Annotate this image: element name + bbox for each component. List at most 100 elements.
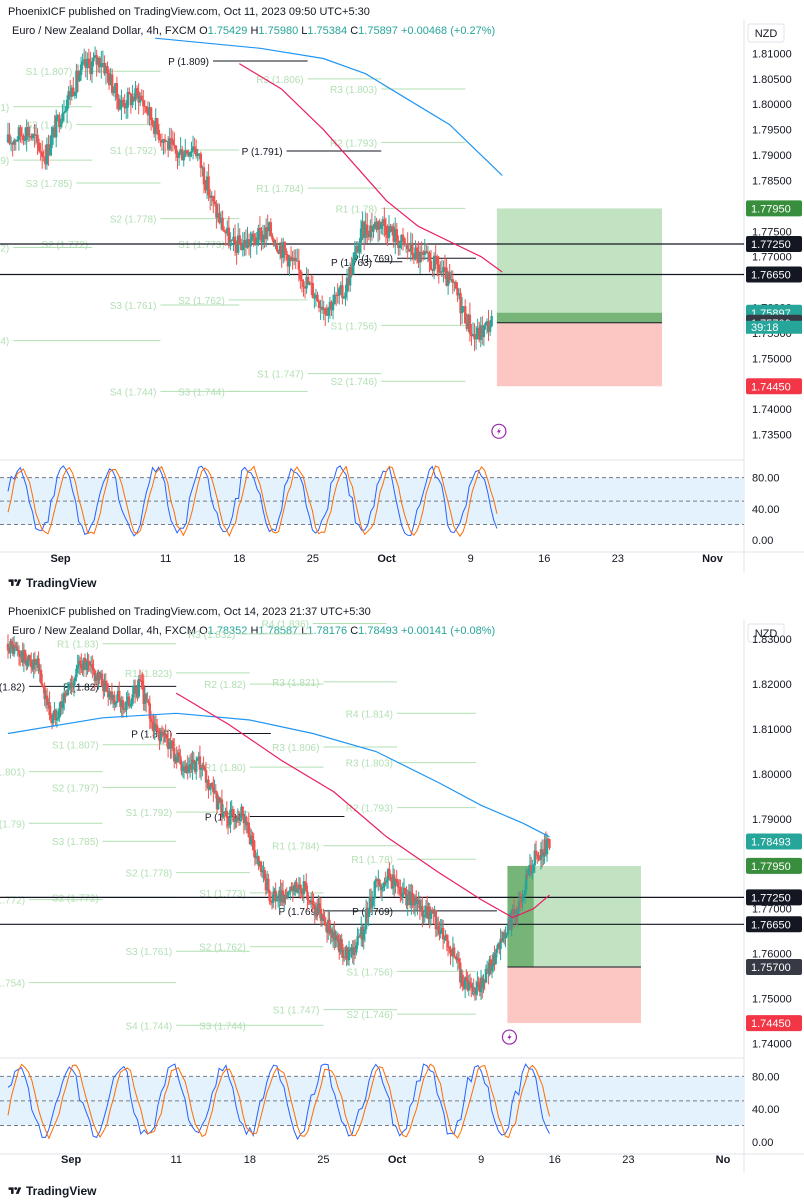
candle-body [401,234,405,239]
candle-body [411,242,414,256]
candle-body [240,244,243,251]
candle-body [361,926,364,940]
candle-body [249,240,252,247]
candle-body [146,112,150,116]
price-tick-label: 1.80000 [752,769,792,781]
price-label-box [746,833,802,850]
candle-body [140,680,143,682]
candle-body [409,242,412,252]
candle-body [156,117,159,130]
candle-body [285,250,288,255]
candle-body [518,901,522,903]
candle-body [490,316,493,327]
candle-body [490,966,494,972]
pivot-label: R2 (1.793) [346,804,393,815]
candle-body [496,943,500,949]
candle-body [413,896,417,906]
candle-body [292,885,296,892]
candle-body [82,658,85,671]
candle-body [289,886,292,892]
candle-body [111,695,115,701]
pivot-label: R2 (1.793) [330,138,377,149]
candle-body [187,153,190,157]
candle-body [56,717,60,720]
candle-body [48,148,52,156]
candle-body [398,242,402,248]
candle-body [404,243,408,245]
time-tick-label: 9 [478,1154,484,1166]
candle-body [429,911,433,919]
candle-body [505,933,508,936]
candle-body [382,887,385,889]
candle-body [135,88,139,92]
candle-body [50,718,54,724]
candle-body [520,901,523,903]
price-chart-2[interactable]: Euro / New Zealand Dollar, 4h, FXCM O1.7… [0,620,804,1200]
price-label-box [746,378,802,395]
candle-body [134,88,137,101]
candle-body [464,306,467,324]
candle-body [462,306,465,308]
candle-body [31,134,35,139]
pivot-label: R3 (1.806) [272,743,319,754]
time-tick-label: No [716,1154,731,1166]
candle-body [33,659,37,665]
price-label-box [746,266,802,283]
candle-body [240,806,243,817]
price-chart-1[interactable]: Euro / New Zealand Dollar, 4h, FXCM O1.7… [0,20,804,600]
candle-body [474,338,478,340]
candle-body [204,184,207,191]
candle-body [397,240,400,248]
candle-body [305,276,308,289]
candle-body [263,234,266,240]
candle-body [137,678,140,697]
candle-body [89,63,92,75]
candle-body [155,725,159,731]
candle-body [175,757,178,763]
candle-body [492,954,495,967]
candle-body [327,919,330,933]
candle-body [197,756,200,758]
pivot-label: R1 (1.83) [57,640,99,651]
candle-body [118,107,122,110]
candle-body [280,890,283,902]
brand-footer[interactable]: TradingView [8,576,96,590]
time-tick-label: 18 [244,1154,256,1166]
candle-body [45,695,49,705]
candle-body [146,701,149,703]
candle-body [476,327,479,339]
candle-body [335,935,339,939]
price-tick-label: 1.81000 [752,48,792,60]
candle-body [306,891,309,900]
candle-body [254,856,258,859]
candle-body [292,257,296,261]
candle-body [415,896,418,904]
candle-body [212,195,215,202]
brand-footer[interactable]: TradingView [8,1184,96,1198]
candle-body [302,881,306,895]
candle-body [81,61,84,65]
candle-body [64,110,67,113]
candle-body [329,929,332,934]
candle-body [162,732,165,736]
currency-label: NZD [755,628,778,640]
candle-body [212,787,215,793]
candle-body [478,327,481,340]
candle-body [176,153,179,158]
candle-body [151,119,154,125]
candle-body [460,306,464,314]
candle-body [380,223,383,229]
candle-body [406,894,409,906]
candle-body [514,910,517,918]
candle-body [400,234,403,243]
candle-body [75,668,78,678]
candle-body [177,752,181,756]
candle-body [426,252,430,254]
candle-body [286,892,290,898]
candle-body [201,764,204,769]
candle-body [148,107,151,116]
pivot-label: S2 (1.79) [0,156,9,167]
candle-body [112,91,115,94]
candle-body [231,809,235,816]
pivot-label: S1 (1.801) [0,768,25,779]
